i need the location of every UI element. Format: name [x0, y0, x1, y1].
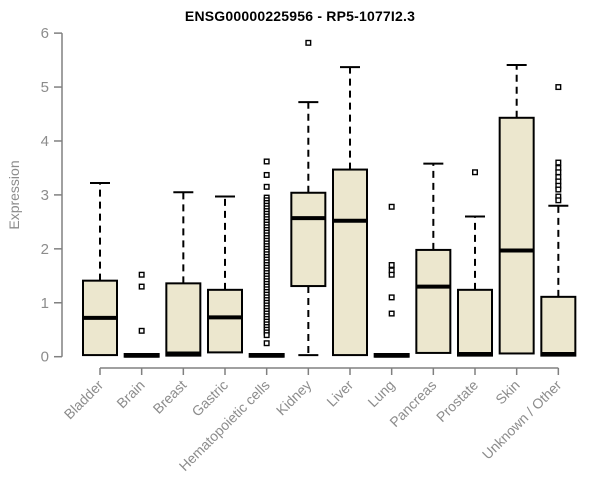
y-tick-label: 2: [41, 241, 49, 258]
x-category-label: Skin: [492, 377, 523, 408]
outlier-point: [388, 262, 395, 269]
box-lung: [373, 203, 410, 358]
box-hematopoietic-cells: [248, 158, 285, 358]
iqr-box: [332, 168, 369, 357]
x-category-label: Brain: [113, 377, 147, 411]
y-tick-label: 4: [41, 133, 49, 150]
outlier-point: [388, 294, 395, 301]
outlier-point: [388, 271, 395, 278]
outlier-point: [555, 84, 562, 91]
x-category-label: Bladder: [61, 377, 107, 423]
box-brain: [123, 271, 160, 358]
chart-title: ENSG00000225956 - RP5-1077I2.3: [184, 8, 416, 24]
x-category-label: Breast: [150, 377, 190, 417]
box-skin: [498, 63, 535, 355]
outlier-point: [555, 159, 562, 166]
box-breast: [165, 191, 202, 357]
outlier-point: [388, 203, 395, 210]
x-category-label: Kidney: [273, 377, 315, 419]
box-unknown-other: [540, 84, 577, 357]
iqr-box: [415, 248, 452, 354]
outlier-point: [263, 171, 270, 178]
x-category-label: Prostate: [433, 377, 481, 425]
outlier-point: [388, 310, 395, 317]
iqr-box: [290, 191, 327, 288]
box-prostate: [457, 169, 494, 357]
outlier-point: [305, 39, 312, 46]
x-category-label: Liver: [323, 377, 356, 410]
iqr-box: [498, 116, 535, 355]
box-liver: [332, 66, 369, 357]
outlier-point: [138, 283, 145, 290]
y-tick-label: 5: [41, 79, 49, 96]
outlier-point: [472, 169, 479, 176]
iqr-box: [457, 288, 494, 357]
box-gastric: [207, 195, 244, 354]
outlier-point: [138, 271, 145, 278]
outlier-point: [263, 183, 270, 190]
outlier-point: [138, 327, 145, 334]
y-tick-label: 3: [41, 187, 49, 204]
y-tick-label: 0: [41, 349, 49, 366]
outlier-point: [555, 186, 562, 193]
y-tick-label: 6: [41, 25, 49, 42]
iqr-box: [207, 288, 244, 354]
iqr-box: [540, 295, 577, 357]
outlier-point: [555, 169, 562, 176]
outlier-point: [555, 197, 562, 204]
box-kidney: [290, 39, 327, 357]
outlier-point: [263, 158, 270, 165]
box-pancreas: [415, 162, 452, 354]
outlier-point: [263, 340, 270, 347]
outlier-point: [263, 332, 270, 339]
y-tick-label: 1: [41, 295, 49, 312]
iqr-box: [165, 282, 202, 357]
x-category-label: Unknown / Other: [479, 377, 565, 463]
x-category-label: Lung: [364, 377, 397, 410]
box-bladder: [82, 182, 118, 357]
